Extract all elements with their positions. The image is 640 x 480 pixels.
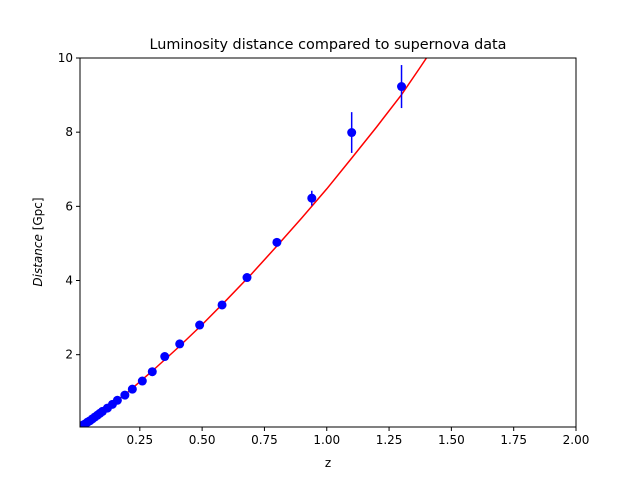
- data-point: [347, 128, 357, 138]
- x-tick-label: 1.75: [500, 433, 527, 447]
- data-point: [112, 395, 122, 405]
- data-point: [137, 376, 147, 386]
- data-point: [397, 82, 407, 92]
- data-point: [217, 300, 227, 310]
- x-tick-label: 2.00: [563, 433, 590, 447]
- y-tick-label: 8: [65, 125, 73, 139]
- data-point: [195, 320, 205, 330]
- data-point: [160, 352, 170, 362]
- data-point: [272, 237, 282, 247]
- data-point: [127, 384, 137, 394]
- data-point: [175, 339, 185, 349]
- x-tick-label: 0.75: [251, 433, 278, 447]
- x-tick-label: 0.25: [126, 433, 153, 447]
- data-point: [242, 273, 252, 283]
- y-tick-label: 10: [58, 51, 73, 65]
- x-axis-label: z: [325, 456, 331, 470]
- x-tick-label: 1.50: [438, 433, 465, 447]
- chart-title: Luminosity distance compared to supernov…: [150, 37, 507, 53]
- y-axis-label-unit: [Gpc]: [31, 197, 45, 234]
- y-axis: 2 4 6 8 10: [58, 51, 80, 362]
- y-axis-label: Distance [Gpc]: [31, 197, 45, 286]
- y-axis-label-quantity: Distance: [31, 234, 45, 286]
- data-point: [120, 390, 130, 400]
- y-tick-label: 6: [65, 199, 73, 213]
- x-tick-label: 1.25: [376, 433, 403, 447]
- plot-frame: [79, 57, 577, 428]
- y-tick-label: 4: [65, 274, 73, 288]
- x-tick-label: 0.50: [189, 433, 216, 447]
- data-point: [147, 367, 157, 377]
- y-tick-label: 2: [65, 348, 73, 362]
- x-axis: 0.25 0.50 0.75 1.00 1.25 1.50 1.75 2.00: [126, 427, 589, 447]
- data-point: [307, 193, 317, 203]
- x-tick-label: 1.00: [313, 433, 340, 447]
- model-curve: [80, 58, 428, 427]
